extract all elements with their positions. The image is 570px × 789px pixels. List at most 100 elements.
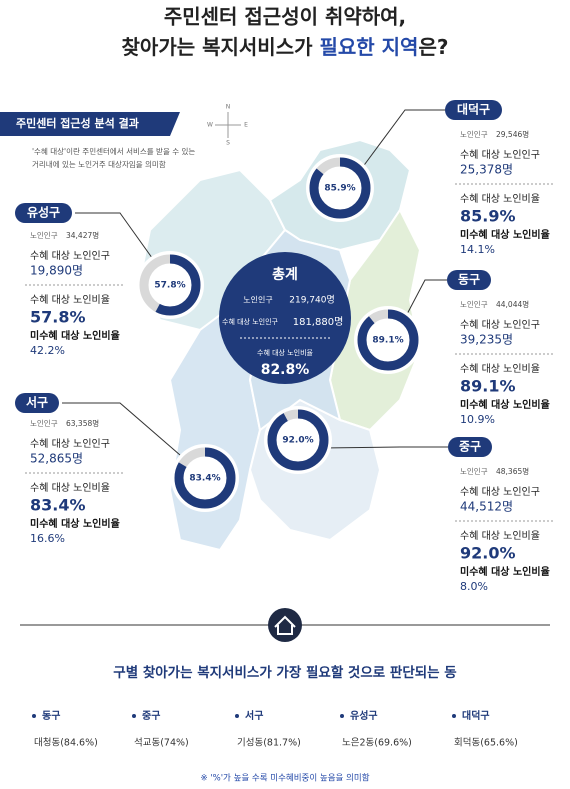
donut-arc — [309, 157, 371, 219]
district-name: 대덕구 — [457, 102, 490, 117]
needs-district: 유성구 — [350, 709, 378, 722]
compass-s: S — [226, 140, 230, 147]
unserved-ratio-label: 미수혜 대상 노인비율 — [30, 517, 120, 530]
donut-arc — [174, 447, 236, 509]
connector — [361, 109, 445, 169]
total-circle — [219, 252, 351, 384]
unserved-ratio-label: 미수혜 대상 노인비율 — [460, 398, 550, 411]
analysis-banner — [0, 112, 170, 136]
needs-dong: 대청동(84.6%) — [34, 738, 98, 749]
population-value: 48,365명 — [496, 466, 529, 476]
analysis-note: 거리내에 있는 노인거주 대상자임을 의미함 — [32, 159, 166, 169]
donut-label: 89.1% — [372, 336, 403, 346]
footnote: ※ '%'가 높을 수록 미수혜비중이 높음을 의미함 — [200, 773, 369, 784]
connector — [75, 212, 156, 263]
title-line: 주민센터 접근성이 취약하여, — [164, 5, 406, 29]
needs-district: 중구 — [142, 710, 160, 722]
compass: N S E W — [207, 104, 248, 147]
total-name: 총계 — [272, 267, 298, 283]
served-ratio-value: 83.4% — [30, 496, 86, 515]
donut-label: 85.9% — [324, 184, 355, 194]
needs-dong: 회덕동(65.6%) — [454, 738, 518, 749]
served-population-label: 수혜 대상 노인인구 — [460, 319, 540, 331]
bullet — [235, 714, 239, 718]
population-label: 노인인구 — [30, 418, 58, 428]
served-ratio-label: 수혜 대상 노인비율 — [460, 363, 540, 375]
served-ratio-value: 57.8% — [30, 308, 86, 327]
population-label: 노인인구 — [460, 299, 488, 309]
served-population-label: 수혜 대상 노인인구 — [30, 438, 110, 450]
needs-dong: 노은2동(69.6%) — [342, 738, 412, 749]
population-label: 노인인구 — [460, 466, 488, 476]
donut-label: 92.0% — [282, 436, 313, 446]
served-ratio-value: 92.0% — [460, 544, 516, 563]
needs-district: 서구 — [245, 709, 263, 722]
total-value: 181,880명 — [293, 316, 344, 328]
donut-label: 57.8% — [154, 281, 185, 291]
population-value: 44,044명 — [496, 299, 529, 309]
total-ratio: 82.8% — [261, 362, 310, 378]
served-population-value: 19,890명 — [30, 264, 83, 278]
served-ratio-label: 수혜 대상 노인비율 — [460, 193, 540, 205]
unserved-ratio-label: 미수혜 대상 노인비율 — [30, 329, 120, 342]
district-pill — [448, 437, 492, 457]
population-value: 29,546명 — [496, 129, 529, 139]
donut-arc — [267, 409, 329, 471]
needs-district: 대덕구 — [462, 709, 490, 722]
icon-circle — [268, 608, 302, 642]
total-label: 수혜 대상 노인인구 — [222, 317, 279, 326]
analysis-note: '수혜 대상'이란 주민센터에서 서비스를 받을 수 있는 — [32, 146, 195, 156]
bullet — [132, 714, 136, 718]
house-icon — [274, 615, 296, 635]
total-label: 노인인구 — [243, 295, 272, 305]
title-part: 찾아가는 복지서비스가 — [122, 35, 320, 59]
connector — [404, 279, 447, 319]
district-pill — [15, 203, 72, 223]
district-name: 중구 — [459, 440, 481, 454]
district-name: 서구 — [26, 395, 48, 410]
donut-label: 83.4% — [189, 474, 220, 484]
needs-dong: 석교동(74%) — [134, 738, 189, 749]
connector — [321, 446, 448, 449]
served-ratio-label: 수혜 대상 노인비율 — [30, 482, 110, 494]
needs-title: 구별 찾아가는 복지서비스가 가장 필요할 것으로 판단되는 동 — [113, 664, 456, 681]
unserved-ratio-value: 8.0% — [460, 580, 488, 593]
bullet — [340, 714, 344, 718]
compass-e: E — [244, 122, 248, 129]
analysis-title: 주민센터 접근성 분석 결과 — [16, 116, 139, 130]
population-value: 63,358명 — [66, 418, 99, 428]
compass-n: N — [226, 104, 231, 111]
bullet — [452, 714, 456, 718]
unserved-ratio-value: 42.2% — [30, 344, 65, 357]
served-population-label: 수혜 대상 노인인구 — [30, 250, 110, 262]
district-name: 동구 — [458, 273, 480, 287]
served-population-value: 25,378명 — [460, 163, 513, 177]
served-population-value: 52,865명 — [30, 452, 83, 466]
title-line: 찾아가는 복지서비스가 필요한 지역은? — [122, 35, 449, 59]
connectors — [62, 109, 448, 456]
served-ratio-label: 수혜 대상 노인비율 — [460, 530, 540, 542]
population-value: 34,427명 — [66, 230, 99, 240]
served-population-label: 수혜 대상 노인인구 — [460, 149, 540, 161]
title-part: 은? — [418, 35, 448, 59]
bullet — [32, 714, 36, 718]
served-population-label: 수혜 대상 노인인구 — [460, 486, 540, 498]
unserved-ratio-value: 10.9% — [460, 413, 495, 426]
donut-arc — [139, 254, 201, 316]
connector — [62, 402, 181, 456]
unserved-ratio-value: 16.6% — [30, 532, 65, 545]
needs-dong: 기성동(81.7%) — [237, 738, 301, 749]
served-ratio-value: 85.9% — [460, 207, 516, 226]
unserved-ratio-label: 미수혜 대상 노인비율 — [460, 565, 550, 578]
district-pill — [445, 100, 502, 120]
unserved-ratio-value: 14.1% — [460, 243, 495, 256]
total-label: 수혜 대상 노인비율 — [257, 348, 314, 357]
served-ratio-label: 수혜 대상 노인비율 — [30, 294, 110, 306]
served-ratio-value: 89.1% — [460, 377, 516, 396]
district-pill — [447, 270, 491, 290]
compass-w: W — [207, 122, 213, 129]
